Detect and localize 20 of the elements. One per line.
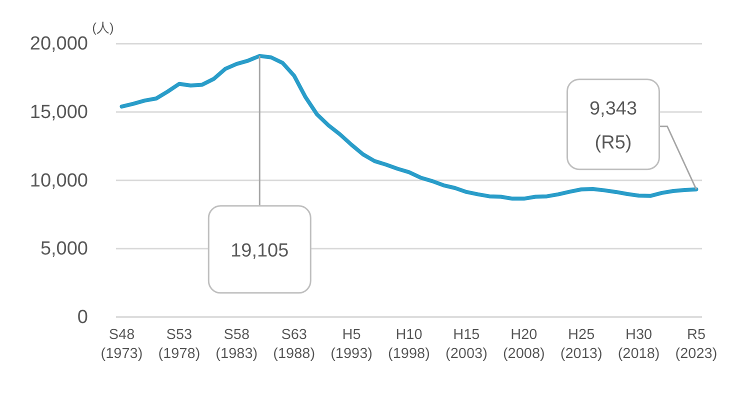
- line-series: [120, 54, 698, 201]
- x-tick-label: H30 (2018): [618, 327, 660, 362]
- x-tick-label: H15 (2003): [445, 327, 488, 362]
- y-tick-label: 0: [77, 307, 88, 328]
- x-tick-label: H25 (2013): [560, 327, 602, 362]
- x-tick-label: H20 (2008): [502, 327, 545, 362]
- x-tick-label: R5 (2023): [675, 327, 718, 362]
- annotation: 19,105: [230, 240, 289, 262]
- x-tick-label: S63 (1988): [273, 327, 316, 362]
- x-tick-label: H5 (1993): [330, 327, 373, 362]
- x-tick-label: S53 (1978): [158, 327, 200, 362]
- y-tick-label: 20,000: [30, 34, 88, 55]
- y-tick-label: 15,000: [30, 102, 88, 124]
- annotation: 9,343 (R5): [589, 98, 638, 154]
- x-tick-label: H10 (1998): [388, 327, 430, 362]
- x-tick-label: S48 (1973): [100, 327, 143, 362]
- y-tick-label: 5,000: [40, 238, 88, 260]
- y-tick-label: 10,000: [30, 170, 88, 192]
- x-tick-label: S58 (1983): [216, 327, 258, 362]
- y-axis-title: (人): [92, 20, 114, 35]
